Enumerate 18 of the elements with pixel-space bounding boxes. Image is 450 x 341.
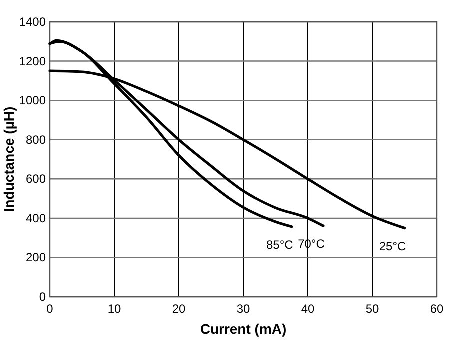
series-label: 25°C: [379, 239, 406, 254]
y-axis-title: Inductance (µH): [1, 106, 17, 212]
x-tick-label: 20: [172, 302, 186, 316]
y-tick-label: 800: [26, 132, 46, 147]
y-tick-label: 1200: [19, 54, 46, 68]
x-tick-label: 60: [430, 302, 444, 316]
x-axis-title: Current (mA): [200, 321, 287, 337]
x-tick-label: 40: [301, 302, 315, 316]
x-tick-label: 30: [236, 302, 250, 316]
y-tick-label: 1400: [19, 15, 46, 29]
x-tick-label: 50: [366, 302, 380, 316]
series-label: 85°C: [266, 238, 294, 252]
y-tick-label: 600: [26, 172, 46, 186]
x-tick-label: 10: [108, 302, 122, 316]
y-tick-label: 1000: [19, 94, 46, 108]
y-tick-label: 200: [26, 250, 46, 265]
y-tick-label: 0: [39, 290, 46, 304]
y-tick-label: 400: [26, 211, 46, 226]
